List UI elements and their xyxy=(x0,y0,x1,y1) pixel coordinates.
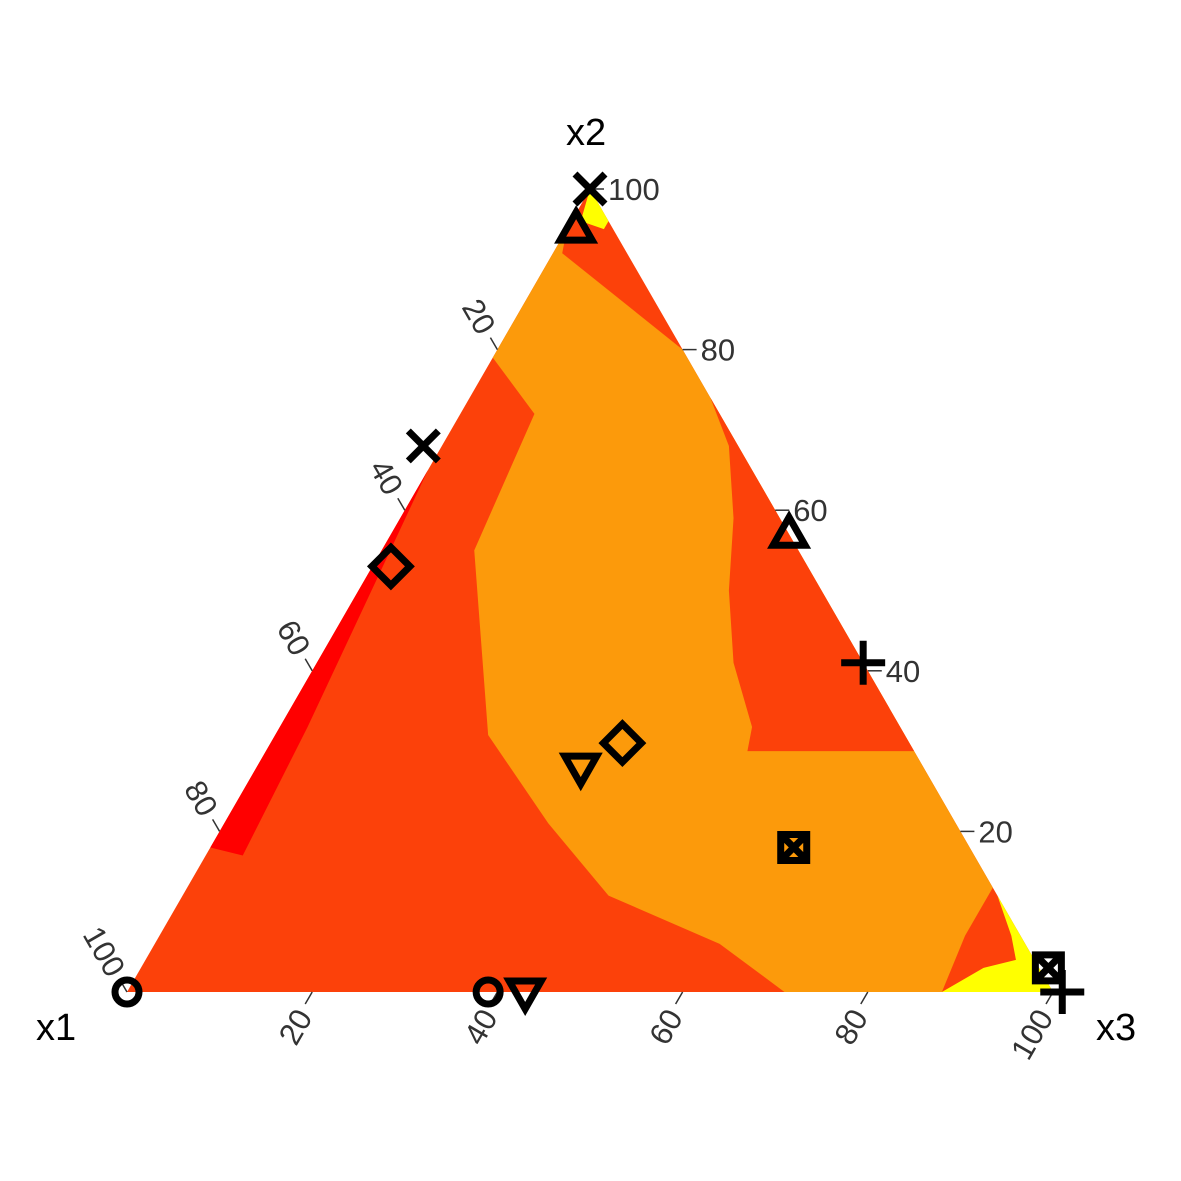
axis-label-x2: x2 xyxy=(566,112,606,154)
tick-label-x3-60: 60 xyxy=(642,1003,690,1050)
data-point-plus-11 xyxy=(841,640,886,685)
data-point-circle-2 xyxy=(472,976,504,1008)
tick-x1-80 xyxy=(211,819,221,832)
tick-label-x1-100: 100 xyxy=(76,920,132,982)
tick-x1-40 xyxy=(397,497,406,511)
tick-label-x1-20: 20 xyxy=(455,293,503,340)
axis-label-x3: x3 xyxy=(1096,1007,1136,1049)
tick-label-x1-40: 40 xyxy=(362,454,410,501)
tick-x3-60 xyxy=(674,991,684,1005)
data-point-triangle-down-4 xyxy=(558,752,603,792)
tick-x1-60 xyxy=(304,658,313,672)
data-point-square-x-13 xyxy=(777,830,811,864)
tick-label-x3-100: 100 xyxy=(1004,1003,1060,1065)
tick-label-x2-40: 40 xyxy=(886,654,920,689)
contour-layer xyxy=(127,189,1053,992)
tick-label-x2-80: 80 xyxy=(701,333,735,368)
data-point-layer xyxy=(111,171,1085,1017)
contour-band-yellow-right xyxy=(941,895,1053,992)
tick-label-x2-20: 20 xyxy=(978,814,1012,849)
data-point-circle-1 xyxy=(111,976,143,1008)
tick-label-x1-60: 60 xyxy=(270,614,318,661)
data-point-square-x-14 xyxy=(1031,951,1065,985)
tick-x3-80 xyxy=(860,991,869,1005)
data-point-x-8 xyxy=(572,171,608,207)
tick-layer xyxy=(119,188,1054,1005)
data-point-triangle-up-10 xyxy=(767,510,812,549)
tick-label-x3-80: 80 xyxy=(827,1003,875,1050)
contour-band-orange-red-right xyxy=(710,397,915,752)
tick-label-x3-20: 20 xyxy=(272,1003,320,1050)
axis-label-x1: x1 xyxy=(36,1007,76,1049)
tick-x1-20 xyxy=(489,337,499,350)
data-point-diamond-5 xyxy=(598,719,647,768)
tick-label-x1-80: 80 xyxy=(177,775,225,822)
data-point-triangle-down-3 xyxy=(503,977,548,1017)
tick-x3-20 xyxy=(304,991,313,1005)
data-point-x-7 xyxy=(405,428,441,464)
data-point-diamond-6 xyxy=(366,542,415,591)
contour-band-yellow-top xyxy=(580,189,609,230)
tick-label-x2-100: 100 xyxy=(608,172,660,207)
tick-label-x3-40: 40 xyxy=(457,1003,505,1050)
data-point-triangle-up-9 xyxy=(554,205,599,244)
tick-label-x2-60: 60 xyxy=(793,493,827,528)
